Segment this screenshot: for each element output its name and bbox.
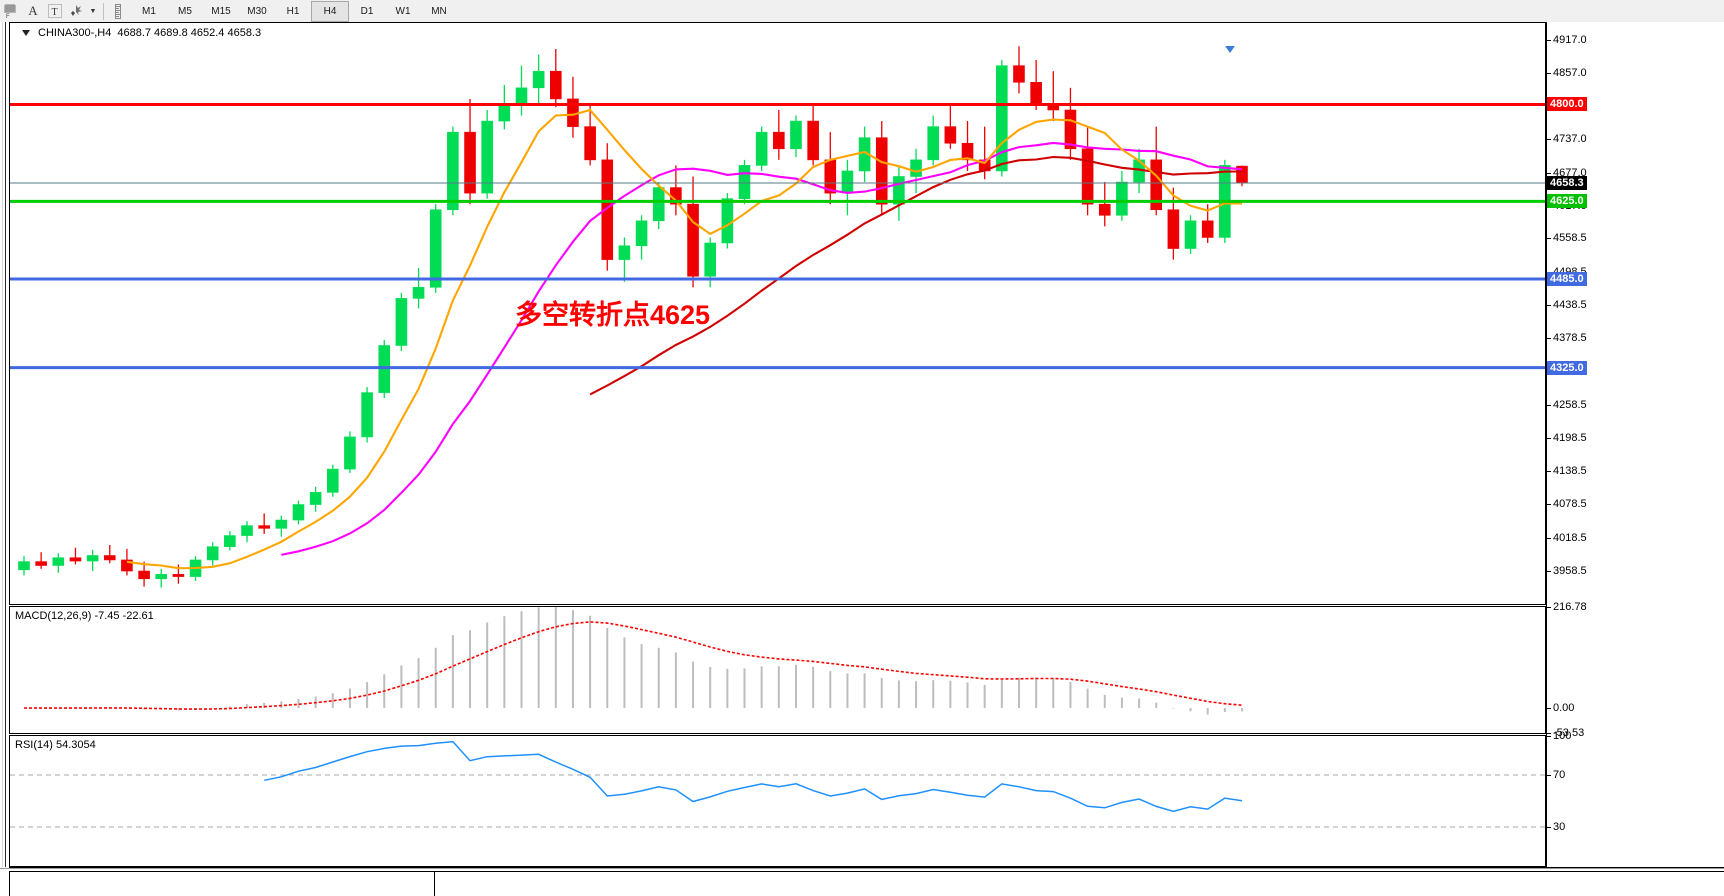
- price-tick-mark: [1547, 570, 1551, 572]
- price-tick-mark: [1547, 404, 1551, 406]
- collapse-triangle-icon[interactable]: [22, 30, 30, 36]
- price-tick-label: 4258.5: [1553, 398, 1587, 411]
- rsi-tick-label: 70: [1553, 769, 1566, 781]
- macd-label: MACD(12,26,9) -7.45 -22.61: [15, 610, 154, 622]
- price-panel[interactable]: CHINA300-,H4 4688.7 4689.8 4652.4 4658.3…: [9, 22, 1546, 605]
- rsi-panel[interactable]: RSI(14) 54.3054: [9, 735, 1546, 867]
- price-tick-label: 4018.5: [1553, 531, 1587, 544]
- svg-text:F: F: [6, 14, 10, 19]
- rsi-tick-label: 30: [1553, 821, 1566, 833]
- timeframe-m15[interactable]: M15: [211, 5, 231, 17]
- rsi-tick-mark: [1547, 827, 1551, 828]
- price-chart-svg: [10, 46, 1545, 588]
- timeframe-m30[interactable]: M30: [247, 5, 267, 17]
- macd-tick-mark: [1547, 733, 1551, 734]
- chart-annotation: 多空转折点4625: [515, 300, 711, 331]
- timeframe-m5[interactable]: M5: [178, 5, 192, 17]
- macd-plot: [10, 607, 1545, 733]
- chart-zone: CHINA300-,H4 4688.7 4689.8 4652.4 4658.3…: [0, 22, 1724, 896]
- chart-tab-group-left[interactable]: [9, 871, 436, 896]
- symbol-header: CHINA300-,H4 4688.7 4689.8 4652.4 4658.3: [22, 27, 261, 39]
- rsi-tick-mark: [1547, 775, 1551, 776]
- objects-icon[interactable]: [66, 2, 88, 21]
- price-tick-mark: [1547, 338, 1551, 340]
- text-a-icon[interactable]: A: [28, 3, 38, 18]
- price-tick-mark: [1547, 437, 1551, 439]
- timeframe-h4[interactable]: H4: [311, 0, 349, 22]
- chart-tab-group-right[interactable]: [434, 871, 1724, 896]
- symbol-ohlc: 4688.7 4689.8 4652.4 4658.3: [117, 27, 262, 39]
- price-tick-mark: [1547, 304, 1551, 306]
- price-tick-mark: [1547, 39, 1551, 41]
- timeframe-d1[interactable]: D1: [360, 5, 374, 17]
- price-tick-mark: [1547, 238, 1551, 240]
- price-tick-mark: [1547, 72, 1551, 74]
- chevron-down-icon[interactable]: ▼: [89, 7, 97, 15]
- toolbar-separator: [103, 2, 104, 20]
- timeframe-mn[interactable]: MN: [431, 5, 447, 17]
- price-tick-label: 4558.5: [1553, 232, 1587, 245]
- rsi-tick-mark: [1547, 736, 1551, 737]
- support-label-4485[interactable]: 4485.0: [1547, 272, 1587, 286]
- price-tick-label: 4917.0: [1553, 33, 1587, 46]
- macd-tick-mark: [1547, 607, 1551, 608]
- rsi-label: RSI(14) 54.3054: [15, 739, 96, 751]
- price-tick-label: 4078.5: [1553, 498, 1587, 511]
- macd-tick-label: 0.00: [1553, 702, 1575, 715]
- price-tick-label: 4737.0: [1553, 133, 1587, 146]
- scale-icon[interactable]: [109, 2, 131, 21]
- price-tick-label: 4378.5: [1553, 332, 1587, 345]
- price-tick-mark: [1547, 172, 1551, 174]
- price-plot: [10, 23, 1545, 604]
- price-tick-label: 4138.5: [1553, 465, 1587, 477]
- macd-chart-svg: [23, 607, 1243, 715]
- timeframe-h1[interactable]: H1: [286, 5, 300, 17]
- macd-tick-mark: [1547, 708, 1551, 710]
- toolbar: F A T ▼: [0, 0, 1724, 23]
- symbol-name: CHINA300-,H4: [38, 27, 112, 39]
- timeframe-w1[interactable]: W1: [395, 5, 411, 17]
- svg-text:T: T: [52, 7, 58, 18]
- price-tick-mark: [1547, 537, 1551, 539]
- price-tick-mark: [1547, 504, 1551, 506]
- bottom-strip: [0, 868, 1724, 896]
- macd-panel[interactable]: MACD(12,26,9) -7.45 -22.61: [9, 606, 1546, 734]
- pivot-label-4625[interactable]: 4625.0: [1547, 194, 1587, 209]
- price-tick-mark: [1547, 139, 1551, 141]
- last-price-label[interactable]: 4658.3: [1547, 175, 1587, 190]
- price-tick-mark: [1547, 471, 1551, 472]
- price-tick-label: 4438.5: [1553, 298, 1587, 311]
- price-tick-label: 3958.5: [1553, 564, 1587, 577]
- support-label-4325[interactable]: 4325.0: [1547, 360, 1587, 375]
- rsi-chart-svg: [10, 740, 1545, 828]
- rsi-plot: [10, 736, 1545, 866]
- price-tick-label: 4857.0: [1553, 66, 1587, 79]
- left-scroll-rail[interactable]: [0, 22, 8, 867]
- timeframe-group: M1 M5 M15 M30 H1 H4 D1 W1 MN: [131, 0, 457, 22]
- macd-tick-label: 216.78: [1553, 601, 1587, 613]
- macd-tick-label: -53.53: [1553, 727, 1585, 739]
- grid-f-icon[interactable]: F: [0, 2, 22, 21]
- scroll-position-marker: [1225, 46, 1235, 53]
- text-label-icon[interactable]: T: [44, 2, 66, 21]
- price-tick-label: 4198.5: [1553, 431, 1587, 444]
- resistance-label-4800[interactable]: 4800.0: [1547, 97, 1587, 112]
- price-tick-label: 4677.0: [1553, 166, 1587, 179]
- rsi-tick-label: 100: [1553, 730, 1572, 742]
- timeframe-m1[interactable]: M1: [142, 5, 156, 17]
- price-axis[interactable]: 4917.04857.04797.04737.04677.04617.04558…: [1546, 22, 1724, 867]
